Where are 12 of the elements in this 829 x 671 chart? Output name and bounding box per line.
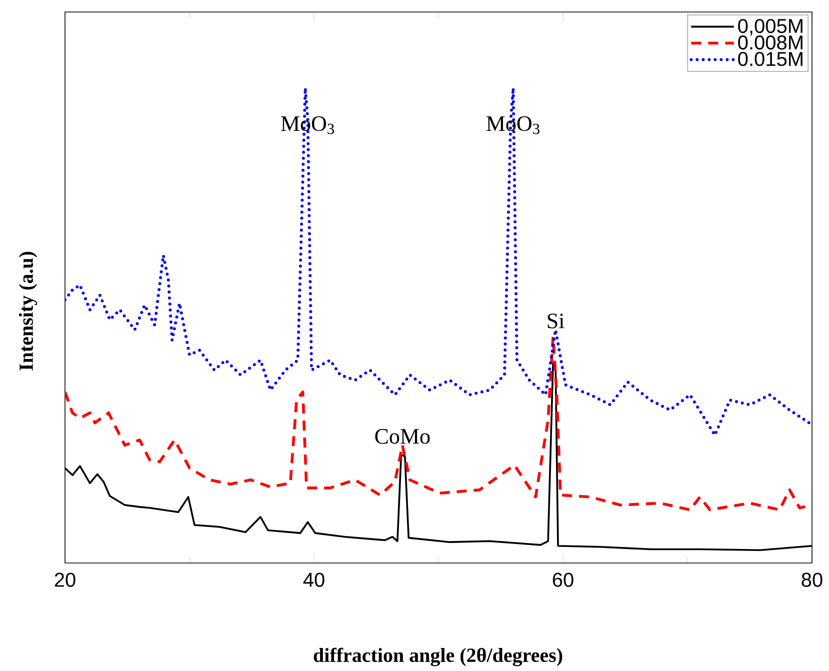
- legend-label: 0,005M: [738, 18, 802, 36]
- annotation: MoO$_{3}$: [486, 116, 540, 134]
- annotation: CoMo: [375, 429, 430, 444]
- y-axis-title: Intensity (a.u): [18, 252, 38, 370]
- x-tick-label: 40: [303, 572, 324, 587]
- x-axis-title: diffraction angle (2θ/degrees): [314, 648, 562, 666]
- x-tick-label: 80: [802, 572, 822, 587]
- x-tick-label: 20: [54, 572, 76, 587]
- legend-label: 0.015M: [738, 52, 802, 66]
- legend-label: 0.008M: [738, 35, 802, 50]
- x-tick-label: 60: [552, 572, 574, 587]
- annotation: Si: [548, 314, 564, 328]
